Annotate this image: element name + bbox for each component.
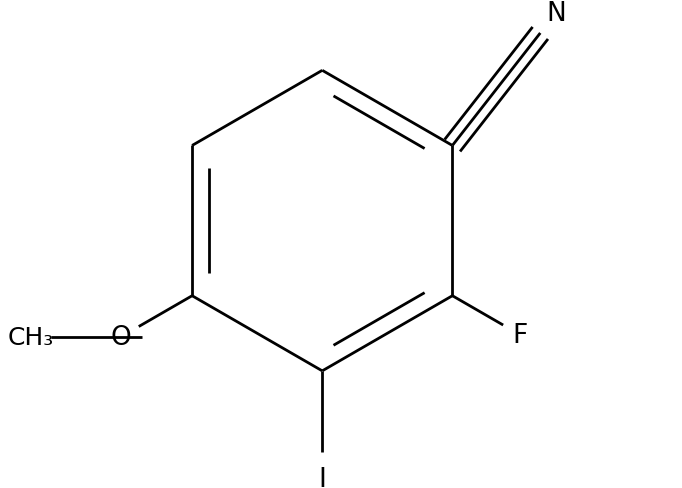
Text: F: F [512,322,528,348]
Text: CH₃: CH₃ [8,325,53,349]
Text: I: I [318,466,326,488]
Text: N: N [546,1,566,27]
Text: O: O [110,325,131,350]
